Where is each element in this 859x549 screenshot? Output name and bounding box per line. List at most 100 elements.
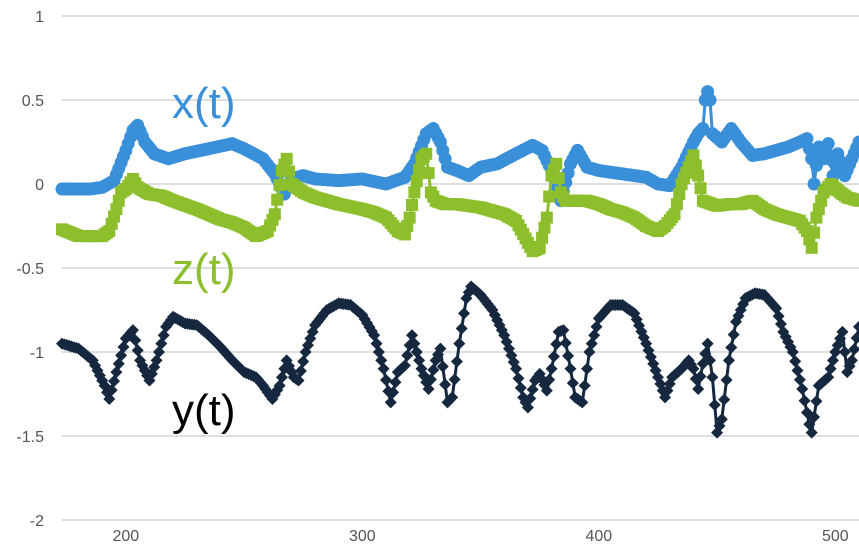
data-point bbox=[836, 325, 849, 338]
data-point bbox=[704, 354, 717, 367]
data-point bbox=[384, 396, 397, 409]
data-point bbox=[150, 354, 163, 367]
data-point bbox=[566, 377, 579, 390]
x-tick-label: 400 bbox=[586, 528, 613, 545]
data-point bbox=[422, 382, 435, 395]
data-point bbox=[152, 346, 165, 358]
data-point bbox=[292, 374, 305, 387]
series-label-z: z(t) bbox=[172, 245, 236, 294]
data-point bbox=[853, 194, 859, 207]
data-point bbox=[446, 391, 459, 404]
data-point bbox=[826, 354, 839, 367]
data-point bbox=[410, 175, 423, 188]
data-point bbox=[852, 135, 859, 149]
data-point bbox=[273, 179, 286, 192]
data-point bbox=[157, 329, 170, 342]
series-z(t) bbox=[56, 147, 859, 258]
data-point bbox=[380, 374, 393, 386]
data-point bbox=[720, 374, 733, 386]
data-point bbox=[406, 199, 419, 211]
data-point bbox=[578, 379, 591, 392]
data-point bbox=[297, 355, 310, 368]
data-point bbox=[424, 373, 437, 386]
data-point bbox=[808, 410, 821, 423]
data-point bbox=[368, 329, 381, 342]
data-point bbox=[694, 370, 707, 383]
data-point bbox=[853, 320, 859, 333]
data-point bbox=[406, 329, 419, 342]
data-point bbox=[722, 354, 735, 367]
data-point bbox=[789, 355, 802, 368]
data-point bbox=[791, 364, 804, 377]
data-point bbox=[413, 354, 426, 367]
data-point bbox=[585, 337, 598, 350]
data-point bbox=[581, 362, 594, 375]
y-tick-label: 0 bbox=[35, 177, 44, 194]
data-point bbox=[422, 167, 435, 180]
data-point bbox=[552, 172, 565, 185]
data-point bbox=[514, 381, 527, 394]
y-tick-label: 1 bbox=[35, 9, 44, 26]
data-point bbox=[725, 341, 738, 354]
data-point bbox=[810, 395, 823, 408]
data-point bbox=[398, 359, 411, 372]
data-point bbox=[403, 211, 416, 224]
data-point bbox=[838, 346, 851, 358]
series-label-x: x(t) bbox=[172, 79, 236, 128]
data-point bbox=[583, 346, 596, 358]
data-point bbox=[455, 322, 468, 335]
data-point bbox=[701, 337, 714, 350]
data-point bbox=[805, 426, 818, 439]
data-point bbox=[512, 372, 525, 385]
data-point bbox=[798, 394, 811, 407]
data-point bbox=[673, 188, 686, 201]
data-point bbox=[420, 147, 433, 160]
data-point bbox=[112, 357, 125, 370]
data-point bbox=[694, 182, 707, 195]
data-point bbox=[706, 371, 719, 384]
data-point bbox=[692, 382, 705, 395]
data-point bbox=[126, 324, 139, 337]
data-point bbox=[715, 413, 728, 426]
data-point bbox=[538, 221, 551, 234]
data-point bbox=[283, 165, 296, 178]
x-tick-label: 500 bbox=[822, 528, 849, 545]
data-point bbox=[708, 398, 721, 411]
y-tick-label: -2 bbox=[30, 513, 44, 530]
data-point bbox=[543, 190, 556, 203]
series-x(t) bbox=[55, 85, 859, 208]
data-point bbox=[110, 366, 123, 379]
data-point bbox=[689, 159, 702, 172]
y-tick-label: -1.5 bbox=[16, 429, 44, 446]
data-point bbox=[375, 354, 388, 367]
data-point bbox=[786, 346, 799, 358]
data-point bbox=[372, 346, 385, 358]
data-point bbox=[550, 338, 563, 351]
x-tick-label: 200 bbox=[113, 528, 140, 545]
series-layer bbox=[55, 85, 859, 439]
data-point bbox=[727, 328, 740, 341]
series-label-y: y(t) bbox=[172, 386, 236, 435]
data-point bbox=[793, 373, 806, 386]
data-point bbox=[458, 307, 471, 320]
data-point bbox=[687, 362, 700, 375]
data-point bbox=[389, 376, 402, 389]
tick-labels: 1 0.5 0 -0.5 -1 -1.5 -2 200 300 400 500 bbox=[16, 9, 848, 545]
data-point bbox=[543, 373, 556, 386]
data-point bbox=[796, 382, 809, 395]
data-point bbox=[271, 193, 284, 206]
data-point bbox=[670, 198, 683, 211]
data-point bbox=[822, 371, 835, 384]
data-point bbox=[408, 186, 421, 199]
data-point bbox=[450, 355, 463, 368]
series-labels: x(t) z(t) y(t) bbox=[172, 79, 236, 435]
data-point bbox=[848, 343, 859, 356]
y-tick-label: -0.5 bbox=[16, 261, 44, 278]
data-point bbox=[576, 396, 589, 409]
data-point bbox=[850, 332, 859, 344]
data-point bbox=[115, 349, 128, 362]
series-y(t) bbox=[56, 280, 859, 439]
data-point bbox=[524, 392, 537, 405]
data-point bbox=[387, 386, 400, 399]
data-point bbox=[370, 337, 383, 350]
